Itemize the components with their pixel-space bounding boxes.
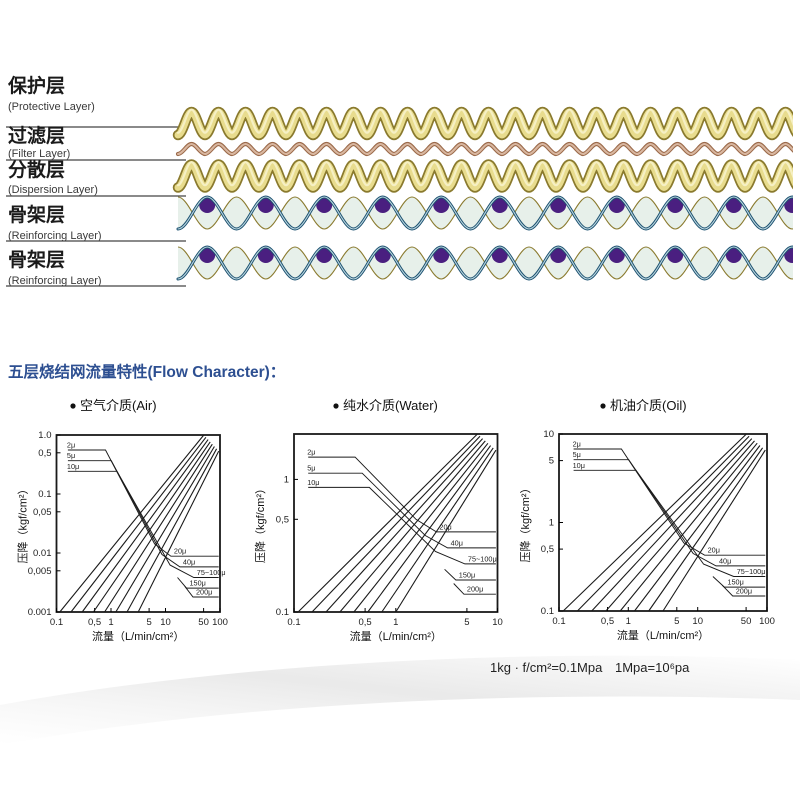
svg-text:0.1: 0.1 xyxy=(50,617,63,628)
svg-text:0,5: 0,5 xyxy=(38,448,51,459)
svg-text:40μ: 40μ xyxy=(183,557,195,566)
svg-text:75~100μ: 75~100μ xyxy=(468,554,497,563)
svg-text:5μ: 5μ xyxy=(307,464,315,473)
svg-text:200μ: 200μ xyxy=(467,585,483,594)
svg-text:40μ: 40μ xyxy=(719,556,731,565)
svg-text:五层烧结网流量特性(Flow Character)：: 五层烧结网流量特性(Flow Character)： xyxy=(8,362,285,381)
svg-text:流量（L/min/cm²）: 流量（L/min/cm²） xyxy=(350,629,442,643)
svg-text:150μ: 150μ xyxy=(190,579,206,588)
svg-text:150μ: 150μ xyxy=(727,578,743,587)
svg-text:5: 5 xyxy=(549,456,554,467)
svg-text:1: 1 xyxy=(393,617,398,628)
svg-text:1: 1 xyxy=(284,474,289,485)
svg-text:0,005: 0,005 xyxy=(28,566,52,577)
svg-text:0.1: 0.1 xyxy=(541,606,554,617)
svg-text:流量（L/min/cm²）: 流量（L/min/cm²） xyxy=(92,629,184,643)
svg-text:200μ: 200μ xyxy=(736,587,752,596)
svg-text:10: 10 xyxy=(160,617,171,628)
svg-text:纯水介质(Water): 纯水介质(Water) xyxy=(343,398,438,413)
svg-text:0,5: 0,5 xyxy=(276,514,289,525)
svg-text:100: 100 xyxy=(212,617,228,628)
svg-text:5: 5 xyxy=(464,617,469,628)
svg-text:0.1: 0.1 xyxy=(287,617,300,628)
svg-text:20μ: 20μ xyxy=(439,522,451,531)
svg-text:5: 5 xyxy=(146,617,151,628)
svg-text:1: 1 xyxy=(549,518,554,529)
svg-text:1Mpa=10⁶pa: 1Mpa=10⁶pa xyxy=(615,660,690,675)
svg-text:0.1: 0.1 xyxy=(276,607,289,618)
svg-text:2μ: 2μ xyxy=(307,448,315,457)
svg-text:0.1: 0.1 xyxy=(38,489,51,500)
svg-text:75~100μ: 75~100μ xyxy=(737,567,766,576)
svg-text:机油介质(Oil): 机油介质(Oil) xyxy=(610,398,687,413)
svg-text:0,5: 0,5 xyxy=(88,617,101,628)
svg-text:10μ: 10μ xyxy=(67,462,79,471)
svg-text:1: 1 xyxy=(626,616,631,627)
svg-text:0.1: 0.1 xyxy=(552,616,565,627)
svg-text:0.01: 0.01 xyxy=(33,548,52,559)
svg-text:压降（kgf/cm²）: 压降（kgf/cm²） xyxy=(253,483,267,563)
svg-text:5μ: 5μ xyxy=(67,451,75,460)
svg-text:0,5: 0,5 xyxy=(601,616,614,627)
svg-text:1kg · f/cm²=0.1Mpa: 1kg · f/cm²=0.1Mpa xyxy=(490,660,603,675)
svg-text:5: 5 xyxy=(674,616,679,627)
svg-text:40μ: 40μ xyxy=(451,538,463,547)
svg-text:50: 50 xyxy=(198,617,209,628)
svg-text:1.0: 1.0 xyxy=(38,430,51,441)
svg-text:5μ: 5μ xyxy=(573,450,581,459)
svg-text:100: 100 xyxy=(759,616,775,627)
svg-text:75~100μ: 75~100μ xyxy=(197,568,226,577)
svg-text:150μ: 150μ xyxy=(459,571,475,580)
svg-text:压降（kgf/cm²）: 压降（kgf/cm²） xyxy=(16,483,30,563)
svg-text:10μ: 10μ xyxy=(573,461,585,470)
svg-text:20μ: 20μ xyxy=(174,547,186,556)
svg-text:10μ: 10μ xyxy=(307,478,319,487)
svg-text:空气介质(Air): 空气介质(Air) xyxy=(80,398,157,413)
svg-text:0,5: 0,5 xyxy=(541,544,554,555)
svg-text:0,5: 0,5 xyxy=(358,617,371,628)
svg-text:流量（L/min/cm²）: 流量（L/min/cm²） xyxy=(617,628,709,642)
svg-text:压降（kgf/cm²）: 压降（kgf/cm²） xyxy=(518,482,532,562)
svg-text:0.001: 0.001 xyxy=(28,607,52,618)
svg-text:10: 10 xyxy=(492,617,503,628)
svg-text:0,05: 0,05 xyxy=(33,507,52,518)
svg-text:2μ: 2μ xyxy=(573,440,581,449)
svg-text:10: 10 xyxy=(543,429,554,440)
svg-text:2μ: 2μ xyxy=(67,441,75,450)
svg-text:200μ: 200μ xyxy=(196,588,212,597)
svg-text:1: 1 xyxy=(108,617,113,628)
svg-text:20μ: 20μ xyxy=(708,546,720,555)
svg-text:50: 50 xyxy=(741,616,752,627)
svg-text:10: 10 xyxy=(692,616,703,627)
